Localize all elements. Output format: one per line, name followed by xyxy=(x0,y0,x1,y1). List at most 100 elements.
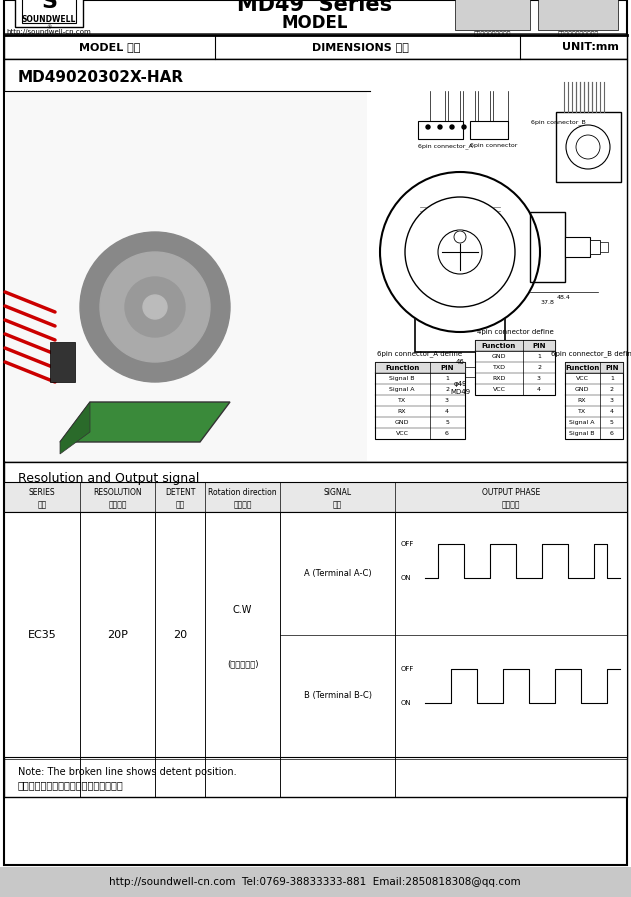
Bar xyxy=(4,35,627,59)
Text: 注：虚线表示带卡点装置的卡点处位置。: 注：虚线表示带卡点装置的卡点处位置。 xyxy=(18,780,124,790)
Text: Function: Function xyxy=(565,364,599,370)
Text: S: S xyxy=(41,0,57,12)
Text: Signal B: Signal B xyxy=(569,431,595,436)
Text: Function: Function xyxy=(385,364,419,370)
Text: MD49: MD49 xyxy=(450,389,470,395)
Text: 分辨能力: 分辨能力 xyxy=(109,500,127,509)
Circle shape xyxy=(454,231,466,243)
Text: φ49: φ49 xyxy=(453,381,467,387)
Text: 6pin connector_A: 6pin connector_A xyxy=(418,143,473,149)
Text: 5: 5 xyxy=(445,420,449,425)
Text: MD49  Series: MD49 Series xyxy=(237,0,392,15)
Text: TX: TX xyxy=(578,409,586,414)
Text: 3: 3 xyxy=(445,398,449,403)
Text: Function: Function xyxy=(482,343,516,349)
Text: 2: 2 xyxy=(445,387,449,392)
Circle shape xyxy=(462,125,466,129)
Text: DETENT: DETENT xyxy=(165,488,195,497)
Bar xyxy=(415,202,505,352)
Text: VCC: VCC xyxy=(575,376,589,381)
Text: 6pin connector: 6pin connector xyxy=(470,143,517,148)
Bar xyxy=(375,362,465,439)
Text: RX: RX xyxy=(398,409,406,414)
Circle shape xyxy=(438,125,442,129)
Text: http://soundwell-cn.com  Tel:0769-38833333-881  Email:2850818308@qq.com: http://soundwell-cn.com Tel:0769-3883333… xyxy=(109,877,521,887)
Text: 1: 1 xyxy=(537,354,541,359)
Bar xyxy=(0,867,631,897)
Bar xyxy=(538,0,618,30)
Text: Signal B: Signal B xyxy=(389,376,415,381)
Text: ON: ON xyxy=(401,700,411,706)
Text: ON: ON xyxy=(401,575,411,581)
Bar xyxy=(5,92,367,461)
Text: 3: 3 xyxy=(537,376,541,381)
Text: 37.8: 37.8 xyxy=(540,300,554,304)
Text: TXD: TXD xyxy=(493,365,505,370)
Bar xyxy=(470,121,508,139)
Bar xyxy=(565,237,590,257)
Circle shape xyxy=(125,277,185,337)
Text: C.W: C.W xyxy=(233,605,252,615)
Bar xyxy=(475,340,555,395)
Text: 信号: 信号 xyxy=(333,500,342,509)
Bar xyxy=(455,0,530,30)
Text: 3: 3 xyxy=(610,398,614,403)
Bar xyxy=(418,121,463,139)
Text: RXD: RXD xyxy=(492,376,505,381)
Text: GND: GND xyxy=(492,354,506,359)
Text: 4: 4 xyxy=(610,409,614,414)
Text: Signal A: Signal A xyxy=(389,387,415,392)
Text: 4: 4 xyxy=(537,387,541,392)
Text: 定位: 定位 xyxy=(175,500,185,509)
Text: 4pin connector define: 4pin connector define xyxy=(476,329,553,335)
Text: 升级官网，发现更多产品: 升级官网，发现更多产品 xyxy=(557,31,599,37)
Text: SIGNAL: SIGNAL xyxy=(324,488,351,497)
Text: 6pin connector_B: 6pin connector_B xyxy=(531,119,586,125)
Text: 输出波形: 输出波形 xyxy=(502,500,520,509)
Text: http://soundwell-cn.com: http://soundwell-cn.com xyxy=(6,29,91,35)
Text: VCC: VCC xyxy=(493,387,505,392)
Text: Signal A: Signal A xyxy=(569,420,595,425)
Text: 6: 6 xyxy=(610,431,614,436)
Text: MODEL: MODEL xyxy=(282,14,348,32)
Bar xyxy=(475,340,555,351)
Text: 6pin connector_B define: 6pin connector_B define xyxy=(551,351,631,357)
Text: 6pin connector_A define: 6pin connector_A define xyxy=(377,351,463,357)
Text: 4: 4 xyxy=(445,409,449,414)
Bar xyxy=(15,0,83,27)
Text: 2: 2 xyxy=(537,365,541,370)
Text: PIN: PIN xyxy=(605,364,619,370)
Bar xyxy=(50,342,75,382)
Text: MD49020302X-HAR: MD49020302X-HAR xyxy=(18,69,184,84)
Text: 5: 5 xyxy=(610,420,614,425)
Circle shape xyxy=(450,125,454,129)
Text: 系列: 系列 xyxy=(37,500,47,509)
Text: ®: ® xyxy=(466,218,514,266)
Text: RESOLUTION: RESOLUTION xyxy=(93,488,142,497)
Bar xyxy=(565,362,623,439)
Bar xyxy=(4,462,627,797)
Text: (顺时针方向): (顺时针方向) xyxy=(227,659,258,668)
Text: OFF: OFF xyxy=(401,541,415,547)
Circle shape xyxy=(100,252,210,362)
Circle shape xyxy=(380,172,540,332)
Bar xyxy=(565,362,623,373)
Text: Note: The broken line shows detent position.: Note: The broken line shows detent posit… xyxy=(18,767,237,777)
Text: TX: TX xyxy=(398,398,406,403)
Text: 2: 2 xyxy=(610,387,614,392)
Bar xyxy=(22,0,76,23)
Text: RX: RX xyxy=(578,398,586,403)
Text: OFF: OFF xyxy=(401,666,415,672)
Text: DIMENSIONS 尺寸: DIMENSIONS 尺寸 xyxy=(312,42,408,52)
Polygon shape xyxy=(60,402,230,442)
Text: GND: GND xyxy=(575,387,589,392)
Text: OUTPUT PHASE: OUTPUT PHASE xyxy=(482,488,540,497)
Text: VCC: VCC xyxy=(396,431,408,436)
Text: A (Terminal A-C): A (Terminal A-C) xyxy=(304,569,371,578)
Text: EC35: EC35 xyxy=(28,630,56,640)
Circle shape xyxy=(405,197,515,307)
Bar xyxy=(375,362,465,373)
Bar xyxy=(4,512,627,757)
Text: UNIT:mm: UNIT:mm xyxy=(562,42,618,52)
Text: GND: GND xyxy=(395,420,410,425)
